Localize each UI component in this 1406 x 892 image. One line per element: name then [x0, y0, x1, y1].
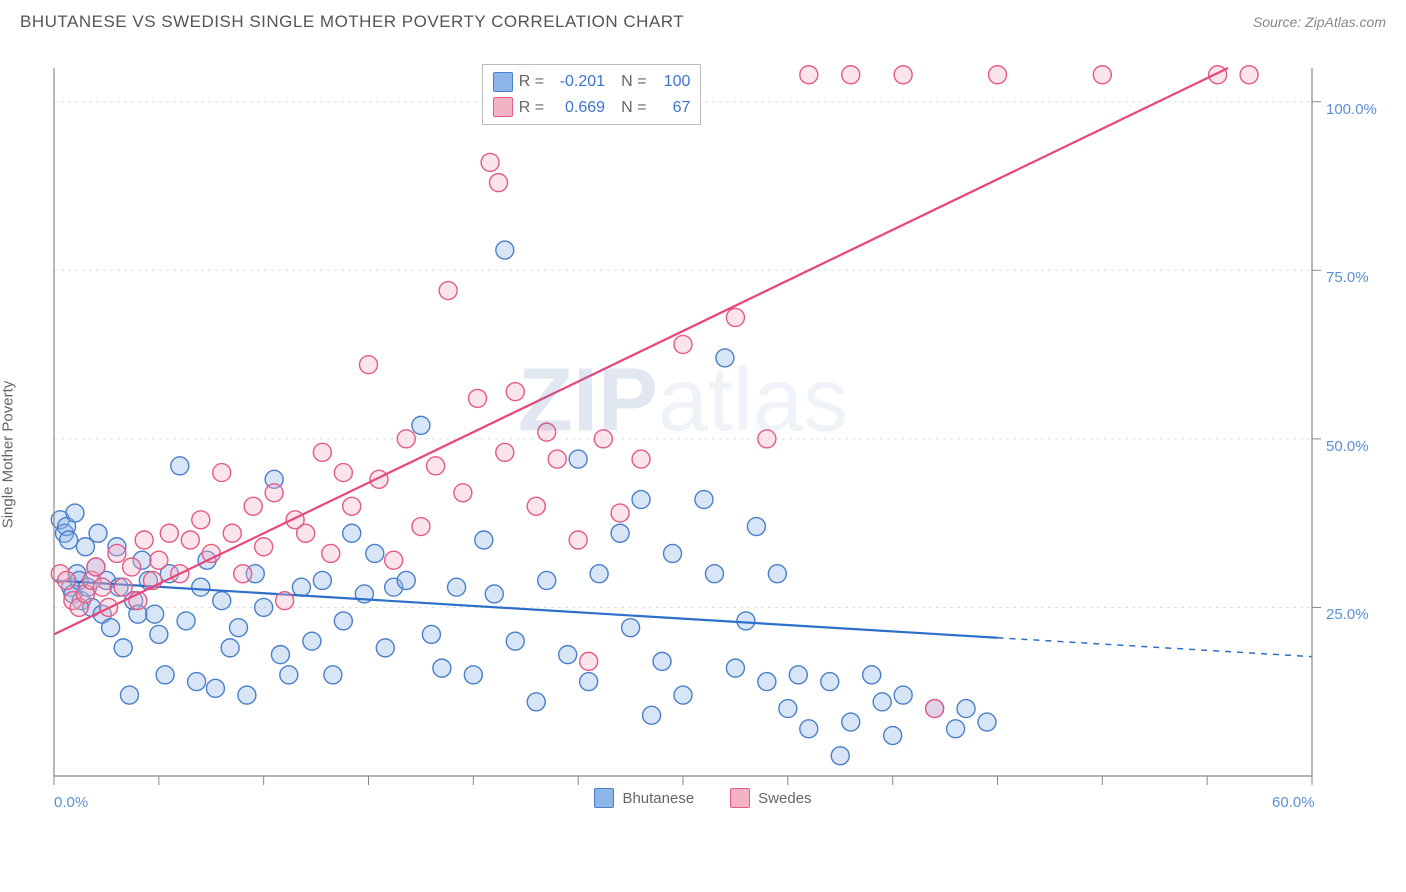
- correlation-stats-box: R =-0.201 N =100 R =0.669 N =67: [482, 64, 702, 125]
- y-axis-label: Single Mother Poverty: [0, 381, 17, 529]
- chart-source: Source: ZipAtlas.com: [1253, 14, 1386, 30]
- legend: Bhutanese Swedes: [0, 788, 1406, 886]
- series-swatch: [493, 97, 513, 117]
- series-swatch: [493, 72, 513, 92]
- legend-item: Bhutanese: [594, 788, 694, 808]
- y-tick-label: 25.0%: [1326, 606, 1369, 623]
- legend-label: Bhutanese: [622, 790, 694, 807]
- stats-row: R =0.669 N =67: [493, 95, 691, 121]
- scatter-plot: [50, 56, 1382, 816]
- legend-item: Swedes: [730, 788, 811, 808]
- chart-area: R =-0.201 N =100 R =0.669 N =67 ZIPatlas…: [50, 56, 1382, 816]
- y-tick-label: 50.0%: [1326, 438, 1369, 455]
- chart-title: BHUTANESE VS SWEDISH SINGLE MOTHER POVER…: [20, 12, 684, 32]
- chart-header: BHUTANESE VS SWEDISH SINGLE MOTHER POVER…: [0, 0, 1406, 40]
- legend-label: Swedes: [758, 790, 811, 807]
- y-tick-label: 100.0%: [1326, 101, 1377, 118]
- stats-row: R =-0.201 N =100: [493, 69, 691, 95]
- legend-swatch: [730, 788, 750, 808]
- y-tick-label: 75.0%: [1326, 269, 1369, 286]
- legend-swatch: [594, 788, 614, 808]
